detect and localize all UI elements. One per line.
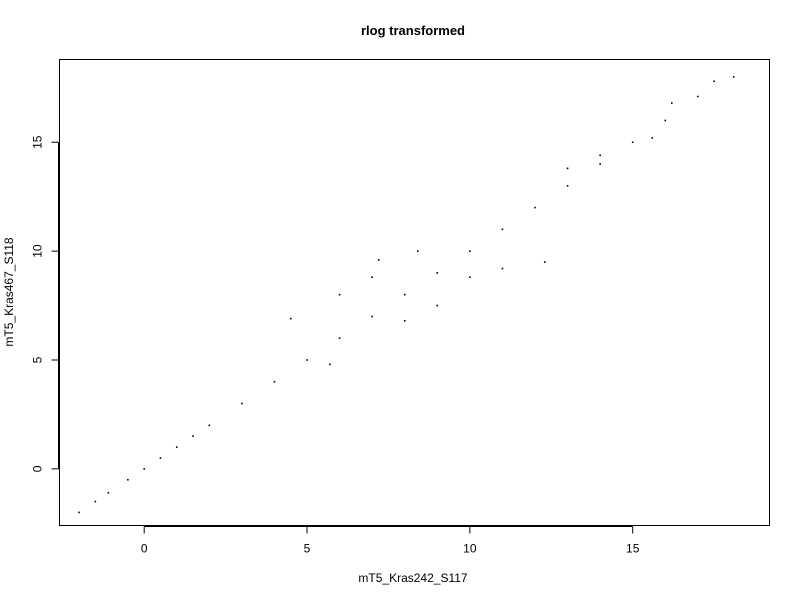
data-point xyxy=(436,304,439,307)
data-point xyxy=(306,359,308,361)
y-tick-label: 10 xyxy=(31,244,45,258)
data-point xyxy=(371,315,373,318)
data-point xyxy=(697,95,699,98)
data-point xyxy=(127,478,129,481)
x-tick-label: 10 xyxy=(463,542,477,556)
data-point xyxy=(469,250,471,252)
data-point xyxy=(159,457,162,459)
y-tick-label: 5 xyxy=(31,356,45,363)
y-axis-label: mT5_Kras467_S118 xyxy=(2,237,16,347)
data-point xyxy=(338,337,341,340)
data-points xyxy=(78,76,735,514)
data-point xyxy=(713,80,715,83)
x-tick-label: 15 xyxy=(626,542,640,556)
data-point xyxy=(566,184,569,187)
data-point xyxy=(416,250,419,252)
x-tick-label: 5 xyxy=(304,542,311,556)
data-point xyxy=(241,402,243,405)
data-point xyxy=(78,511,80,514)
data-point xyxy=(175,446,178,448)
data-point xyxy=(664,119,667,122)
data-point xyxy=(377,259,380,261)
data-point xyxy=(192,435,194,438)
data-point xyxy=(94,500,97,503)
data-point xyxy=(338,293,341,296)
data-point xyxy=(329,363,331,366)
data-point xyxy=(273,380,276,383)
plot-frame xyxy=(59,59,770,526)
data-point xyxy=(534,206,536,209)
data-point xyxy=(371,276,373,279)
data-point xyxy=(599,163,601,165)
data-point xyxy=(289,317,292,320)
data-point xyxy=(501,228,504,231)
data-point xyxy=(670,102,673,104)
data-point xyxy=(107,492,110,494)
data-point xyxy=(143,468,145,470)
y-axis: 0 5 10 15 xyxy=(31,135,59,472)
x-axis: 0 5 10 15 xyxy=(141,526,640,556)
data-point xyxy=(543,261,546,263)
data-point xyxy=(732,76,735,78)
y-tick-label: 0 xyxy=(31,465,45,472)
x-axis-label: mT5_Kras242_S117 xyxy=(358,571,468,585)
chart-title: rlog transformed xyxy=(361,23,465,38)
data-point xyxy=(651,137,654,139)
data-point xyxy=(566,167,569,170)
data-point xyxy=(208,424,211,427)
data-point xyxy=(631,141,634,144)
data-point xyxy=(436,272,439,274)
data-point xyxy=(599,154,601,157)
data-point xyxy=(403,320,406,322)
data-point xyxy=(403,293,406,296)
data-point xyxy=(501,267,504,270)
y-tick-label: 15 xyxy=(31,135,45,149)
x-tick-label: 0 xyxy=(141,542,148,556)
data-point xyxy=(469,276,471,279)
